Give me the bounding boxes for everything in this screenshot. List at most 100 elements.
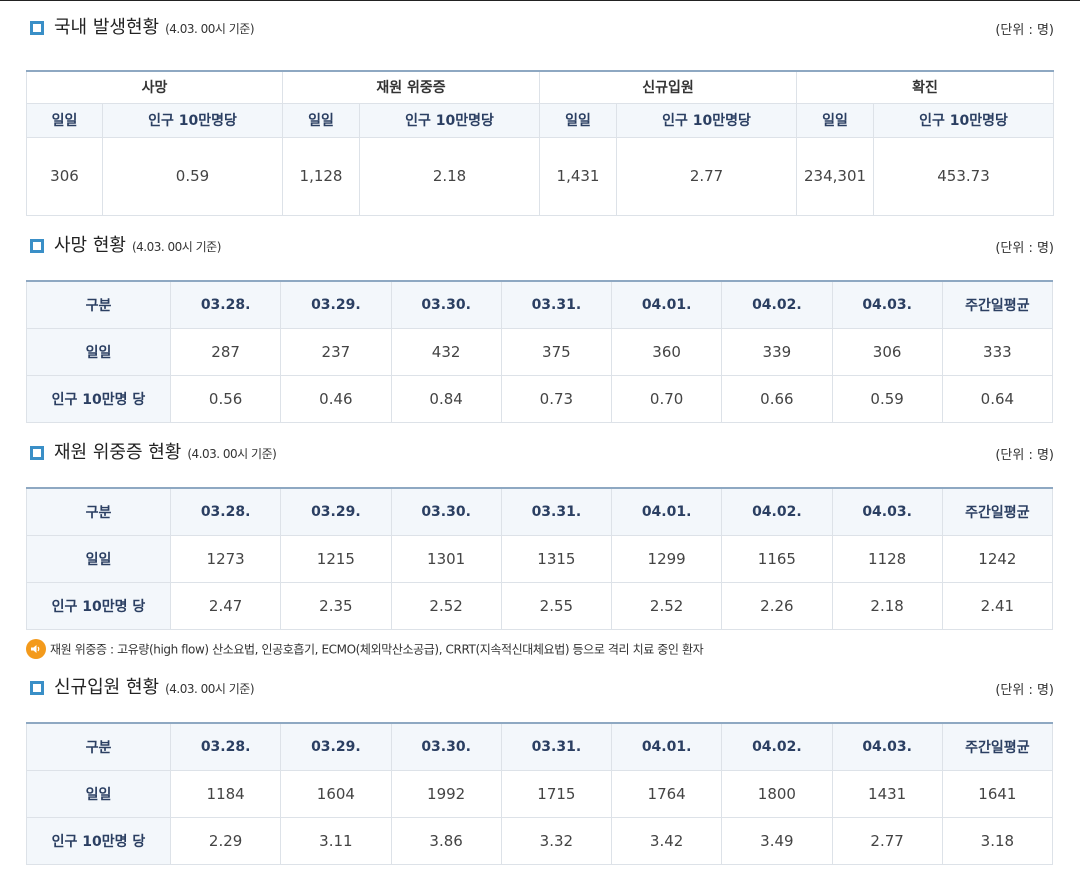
table-cell: 2.29: [169, 816, 282, 865]
group-death: 사망: [25, 70, 284, 104]
subhead-daily: 일일: [796, 102, 875, 138]
death-status-table: 구분 03.28. 03.29. 03.30. 03.31. 04.01. 04…: [26, 280, 1054, 423]
table-cell: 1315: [500, 534, 613, 583]
table-cell: 3.32: [500, 816, 613, 865]
table-cell: 3.11: [280, 816, 392, 865]
value-cell: 306: [26, 136, 103, 216]
row-label: 인구 10만명 당: [26, 816, 171, 865]
section-square-icon: [30, 446, 44, 460]
table-cell: 3.18: [941, 816, 1054, 865]
header-date: 03.30.: [390, 722, 502, 771]
table-cell: 1992: [390, 769, 502, 818]
subhead-daily: 일일: [282, 102, 361, 138]
header-category: 구분: [26, 487, 171, 536]
death-section-header: 사망 현황 (4.03. 00시 기준) (단위 : 명): [30, 234, 1054, 258]
header-date: 03.30.: [390, 280, 502, 329]
table-cell: 3.86: [390, 816, 502, 865]
table-row: 인구 10만명 당 2.29 3.11 3.86 3.32 3.42 3.49 …: [26, 816, 1054, 865]
table-cell: 1273: [169, 534, 282, 583]
table-cell: 339: [721, 327, 833, 376]
subhead-per100k: 인구 10만명당: [873, 102, 1055, 138]
table-cell: 0.66: [721, 374, 833, 423]
header-date: 04.03.: [831, 722, 943, 771]
header-category: 구분: [26, 280, 171, 329]
table-cell: 375: [500, 327, 613, 376]
table-cell: 1641: [941, 769, 1054, 818]
section-title: 사망 현황 (4.03. 00시 기준): [54, 235, 221, 256]
table-cell: 333: [941, 327, 1054, 376]
header-date: 04.01.: [610, 487, 723, 536]
section-title: 국내 발생현황 (4.03. 00시 기준): [54, 17, 255, 38]
header-date: 04.03.: [831, 487, 943, 536]
table-cell: 2.26: [721, 581, 833, 630]
header-date: 03.28.: [169, 487, 282, 536]
table-row: 일일 1184 1604 1992 1715 1764 1800 1431 16…: [26, 769, 1054, 818]
section-note: (4.03. 00시 기준): [187, 447, 277, 461]
table-row: 일일 287 237 432 375 360 339 306 333: [26, 327, 1054, 376]
table-cell: 2.52: [610, 581, 723, 630]
row-label: 인구 10만명 당: [26, 581, 171, 630]
unit-label: (단위 : 명): [995, 241, 1054, 256]
table-cell: 3.49: [721, 816, 833, 865]
header-date: 04.02.: [721, 722, 833, 771]
header-date: 03.28.: [169, 280, 282, 329]
table-cell: 287: [169, 327, 282, 376]
table-cell: 0.56: [169, 374, 282, 423]
header-date: 03.31.: [500, 280, 613, 329]
table-cell: 1215: [280, 534, 392, 583]
section-title: 신규입원 현황 (4.03. 00시 기준): [54, 677, 255, 698]
speaker-icon: [26, 639, 46, 659]
unit-label: (단위 : 명): [995, 23, 1054, 38]
value-cell: 0.59: [101, 136, 284, 216]
table-cell: 1299: [610, 534, 723, 583]
table-cell: 2.55: [500, 581, 613, 630]
header-weekly-average: 주간일평균: [941, 487, 1054, 536]
table-cell: 1715: [500, 769, 613, 818]
table-row: 일일 1273 1215 1301 1315 1299 1165 1128 12…: [26, 534, 1054, 583]
header-date: 03.31.: [500, 722, 613, 771]
top-border: [0, 0, 1080, 1]
row-label: 일일: [26, 769, 171, 818]
section-title: 재원 위중증 현황 (4.03. 00시 기준): [54, 442, 277, 463]
table-cell: 360: [610, 327, 723, 376]
table-cell: 1604: [280, 769, 392, 818]
table-cell: 1128: [831, 534, 943, 583]
section-square-icon: [30, 239, 44, 253]
value-cell: 234,301: [796, 136, 875, 216]
table-cell: 1431: [831, 769, 943, 818]
admission-section-header: 신규입원 현황 (4.03. 00시 기준) (단위 : 명): [30, 676, 1054, 700]
admission-status-table: 구분 03.28. 03.29. 03.30. 03.31. 04.01. 04…: [26, 722, 1054, 865]
subhead-daily: 일일: [26, 102, 103, 138]
header-date: 04.01.: [610, 280, 723, 329]
subhead-per100k: 인구 10만명당: [616, 102, 798, 138]
group-severe: 재원 위중증: [282, 70, 541, 104]
header-date: 03.29.: [280, 487, 392, 536]
table-cell: 1764: [610, 769, 723, 818]
section-note: (4.03. 00시 기준): [165, 682, 255, 696]
subhead-per100k: 인구 10만명당: [359, 102, 541, 138]
header-date: 04.02.: [721, 280, 833, 329]
table-row: 인구 10만명 당 2.47 2.35 2.52 2.55 2.52 2.26 …: [26, 581, 1054, 630]
value-cell: 2.18: [359, 136, 541, 216]
table-cell: 0.46: [280, 374, 392, 423]
unit-label: (단위 : 명): [995, 448, 1054, 463]
table-cell: 2.52: [390, 581, 502, 630]
table-cell: 2.18: [831, 581, 943, 630]
table-cell: 432: [390, 327, 502, 376]
table-cell: 237: [280, 327, 392, 376]
table-cell: 0.64: [941, 374, 1054, 423]
domestic-status-table: 사망 재원 위중증 신규입원 확진 일일 인구 10만명당 일일 인구 10만명…: [25, 70, 1055, 216]
table-cell: 2.47: [169, 581, 282, 630]
header-date: 03.28.: [169, 722, 282, 771]
table-cell: 2.41: [941, 581, 1054, 630]
severe-definition-note: 재원 위중증 : 고유량(high flow) 산소요법, 인공호흡기, ECM…: [26, 639, 704, 661]
header-date: 03.29.: [280, 280, 392, 329]
header-date: 03.31.: [500, 487, 613, 536]
table-cell: 306: [831, 327, 943, 376]
row-label: 일일: [26, 327, 171, 376]
header-weekly-average: 주간일평균: [941, 722, 1054, 771]
header-date: 04.03.: [831, 280, 943, 329]
unit-label: (단위 : 명): [995, 683, 1054, 698]
value-cell: 453.73: [873, 136, 1055, 216]
domestic-section-header: 국내 발생현황 (4.03. 00시 기준) (단위 : 명): [30, 16, 1054, 40]
